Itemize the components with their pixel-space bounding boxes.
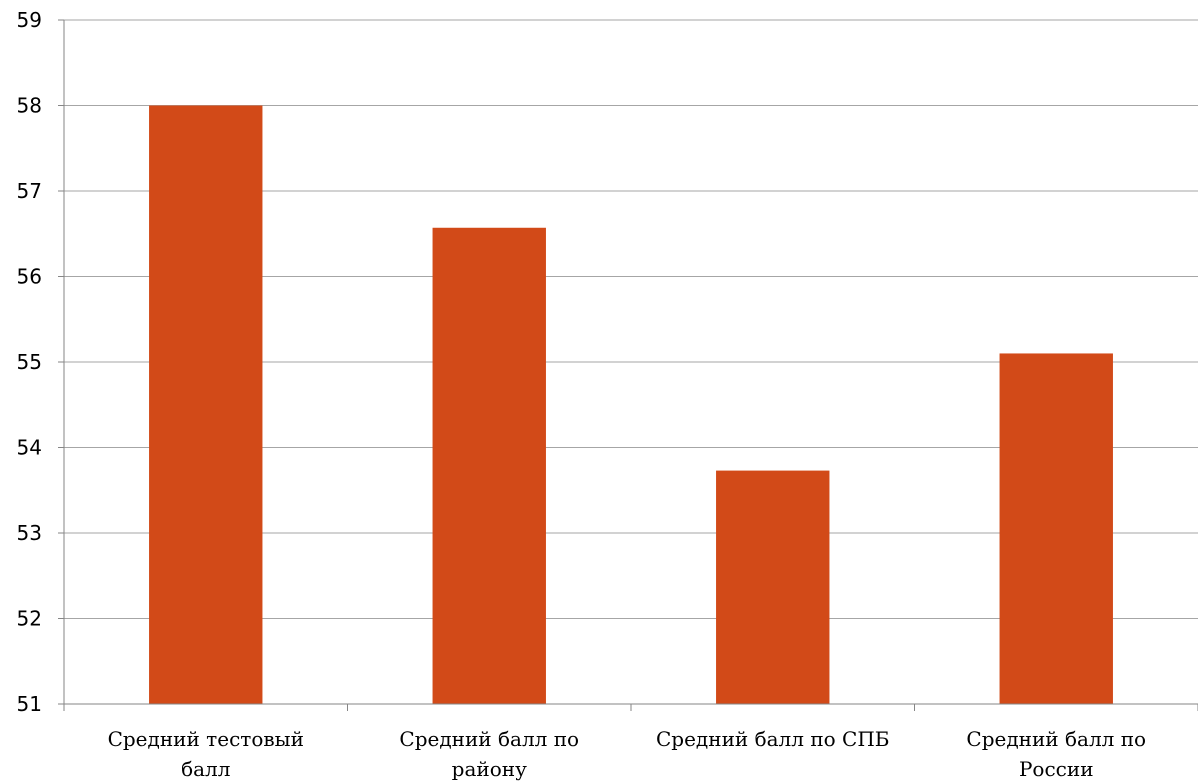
y-tick-label: 56: [17, 265, 42, 289]
x-tick-label: Средний балл по России: [966, 727, 1146, 781]
y-tick-label: 55: [17, 350, 42, 374]
y-tick-label: 58: [17, 94, 42, 118]
x-axis-tick-labels: Средний тестовый балл Средний балл по район…: [108, 727, 1147, 781]
axes: [58, 19, 1198, 711]
x-tick-label: Средний тестовый балл: [108, 727, 304, 781]
y-tick-label: 59: [17, 8, 42, 32]
x-tick-label: Средний балл по району: [399, 727, 579, 781]
bar: [716, 470, 830, 704]
y-tick-label: 53: [17, 521, 42, 545]
bar: [432, 227, 546, 704]
y-tick-label: 54: [17, 436, 42, 460]
y-tick-label: 52: [17, 607, 42, 631]
y-axis-tick-labels: 51 52 53 54 55 56 57 58 59: [17, 8, 42, 716]
y-tick-label: 51: [17, 692, 42, 716]
bar: [149, 105, 263, 704]
y-tick-label: 57: [17, 179, 42, 203]
bars: [149, 105, 1113, 704]
x-tick-label: Средний балл по СПБ: [656, 727, 890, 751]
bar: [999, 353, 1113, 704]
